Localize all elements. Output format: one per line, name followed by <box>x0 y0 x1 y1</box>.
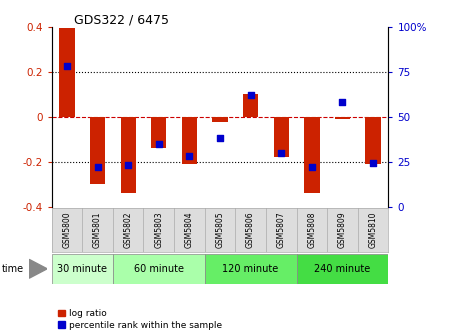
Bar <box>212 117 228 122</box>
Bar <box>365 117 381 164</box>
Bar <box>52 254 113 284</box>
Bar <box>90 117 105 184</box>
Bar <box>273 117 289 157</box>
Point <box>308 164 316 170</box>
Legend: log ratio, percentile rank within the sample: log ratio, percentile rank within the sa… <box>56 308 224 332</box>
Point <box>247 92 254 98</box>
Bar <box>59 28 75 117</box>
Point <box>186 154 193 159</box>
Text: GDS322 / 6475: GDS322 / 6475 <box>74 13 169 27</box>
Bar <box>205 254 296 284</box>
Bar <box>120 117 136 193</box>
Point <box>63 64 70 69</box>
Text: GSM5801: GSM5801 <box>93 212 102 248</box>
Text: time: time <box>2 264 24 274</box>
Text: 30 minute: 30 minute <box>57 264 107 274</box>
Text: GSM5806: GSM5806 <box>246 212 255 248</box>
Bar <box>151 117 167 148</box>
Text: GSM5804: GSM5804 <box>185 212 194 248</box>
Text: GSM5802: GSM5802 <box>123 212 132 248</box>
Point <box>124 163 132 168</box>
Polygon shape <box>29 259 47 278</box>
Bar <box>304 117 320 193</box>
Text: 240 minute: 240 minute <box>314 264 370 274</box>
Text: 60 minute: 60 minute <box>134 264 184 274</box>
Text: GSM5805: GSM5805 <box>216 212 224 248</box>
Bar <box>243 94 258 117</box>
Text: 120 minute: 120 minute <box>223 264 279 274</box>
Bar <box>296 254 388 284</box>
Text: GSM5800: GSM5800 <box>62 212 71 248</box>
Point <box>370 161 377 166</box>
Text: GSM5808: GSM5808 <box>308 212 317 248</box>
Text: GSM5810: GSM5810 <box>369 212 378 248</box>
Point <box>339 100 346 105</box>
Point <box>277 150 285 155</box>
Bar <box>113 254 205 284</box>
Bar <box>182 117 197 164</box>
Point <box>94 164 101 170</box>
Text: GSM5803: GSM5803 <box>154 212 163 248</box>
Bar <box>335 117 350 119</box>
Point <box>216 136 224 141</box>
Text: GSM5807: GSM5807 <box>277 212 286 248</box>
Text: GSM5809: GSM5809 <box>338 212 347 248</box>
Point <box>155 141 163 146</box>
